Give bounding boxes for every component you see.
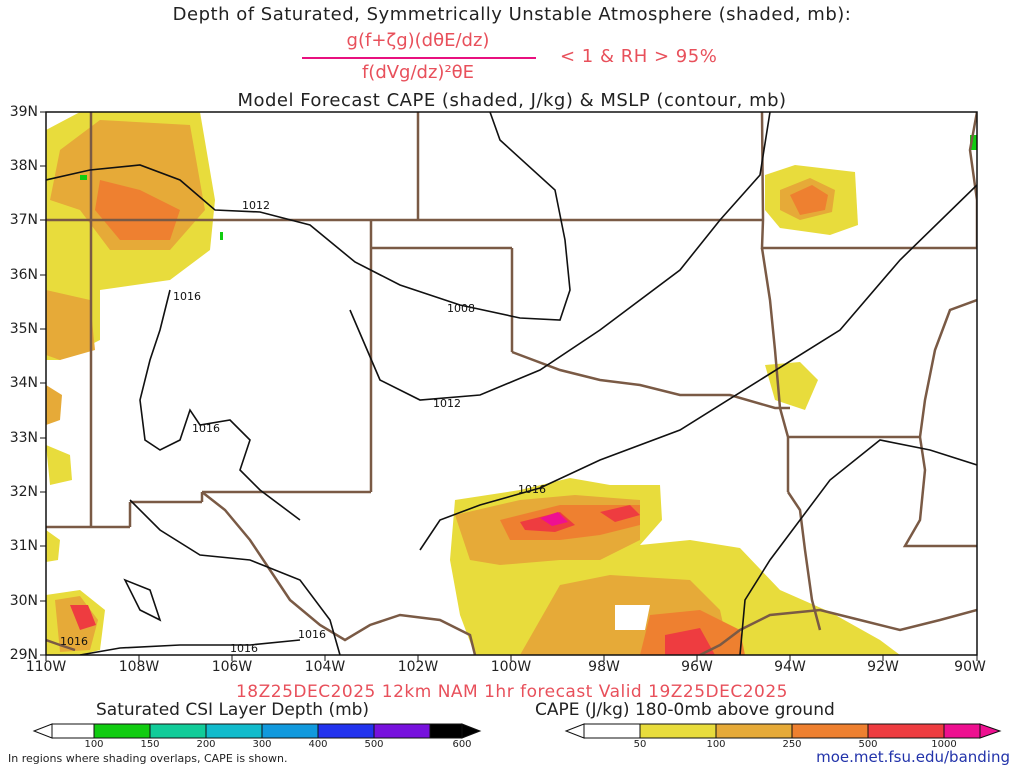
cape-region [70, 605, 96, 630]
cape-region [765, 362, 818, 410]
csi-tick-label: 150 [140, 739, 160, 750]
lat-label: 36N [9, 267, 38, 283]
contour-label: 1016 [173, 290, 201, 303]
cape-tick-label: 250 [782, 739, 802, 750]
contour-label: 1016 [60, 635, 88, 648]
lat-label: 31N [9, 538, 38, 554]
contour-label: 1016 [298, 628, 326, 641]
csi-tick-label: 200 [196, 739, 216, 750]
formula-condition: < 1 & RH > 95% [560, 46, 718, 67]
formula-denominator: f(dVg/dz)²θE [361, 62, 475, 83]
cape-tick-label: 500 [858, 739, 878, 750]
valid-time: 18Z25DEC2025 12km NAM 1hr forecast Valid… [235, 682, 788, 702]
cape-region [46, 445, 72, 485]
contour-label: 1012 [433, 397, 461, 410]
credit-link[interactable]: moe.met.fsu.edu/banding [816, 748, 1010, 766]
lat-label: 39N [9, 104, 38, 120]
cape-region [600, 505, 640, 522]
formula-fraction-bar [302, 57, 536, 59]
product-title: Depth of Saturated, Symmetrically Unstab… [172, 4, 852, 25]
lon-label: 94W [774, 659, 806, 675]
lat-label: 34N [9, 375, 38, 391]
contour-label: 1016 [230, 642, 258, 655]
lon-label: 108W [118, 659, 160, 675]
cape-shading [46, 112, 977, 655]
csi-region [80, 175, 87, 180]
lon-label: 90W [954, 659, 986, 675]
cape-region [665, 628, 715, 655]
lat-label: 29N [9, 647, 38, 663]
csi-colorbar [32, 723, 482, 739]
csi-tick-label: 100 [84, 739, 104, 750]
csi-legend-title: Saturated CSI Layer Depth (mb) [96, 700, 370, 720]
contour-label-layer: 1012 1016 1008 1012 1016 1016 1016 1016 … [60, 199, 546, 655]
state-borders [46, 112, 977, 655]
cape-region [790, 185, 828, 215]
lon-label: 104W [304, 659, 346, 675]
lon-label: 92W [867, 659, 899, 675]
lat-label: 38N [9, 158, 38, 174]
lon-label: 100W [490, 659, 532, 675]
cape-legend-title: CAPE (J/kg) 180-0mb above ground [535, 700, 835, 720]
contour-label: 1012 [242, 199, 270, 212]
lat-label: 32N [9, 484, 38, 500]
csi-region [220, 232, 223, 240]
csi-tick-label: 300 [252, 739, 272, 750]
contour-label: 1008 [447, 302, 475, 315]
lat-label: 30N [9, 593, 38, 609]
cape-region [46, 290, 95, 360]
cape-region [615, 605, 650, 630]
cape-tick-label: 100 [706, 739, 726, 750]
csi-tick-label: 600 [452, 739, 472, 750]
csi-tick-label: 400 [308, 739, 328, 750]
cape-region [46, 530, 60, 562]
cape-region [46, 385, 62, 425]
mslp-contours [46, 112, 977, 655]
cape-tick-label: 1000 [931, 739, 957, 750]
lon-label: 106W [211, 659, 253, 675]
formula-numerator: g(f+ζg)(dθE/dz) [346, 30, 490, 51]
contour-label: 1016 [192, 422, 220, 435]
csi-tick-label: 500 [364, 739, 384, 750]
cape-region [95, 180, 180, 240]
lon-label: 110W [25, 659, 67, 675]
lon-label: 96W [681, 659, 713, 675]
cape-colorbar [564, 723, 1002, 739]
lat-label: 33N [9, 430, 38, 446]
overlap-note: In regions where shading overlaps, CAPE … [8, 752, 288, 765]
contour-label: 1016 [518, 483, 546, 496]
axis-ticks [40, 111, 978, 661]
lon-label: 98W [588, 659, 620, 675]
lat-label: 37N [9, 212, 38, 228]
csi-region [970, 135, 977, 150]
lat-label: 35N [9, 321, 38, 337]
cape-region [540, 512, 568, 526]
cape-tick-label: 50 [633, 739, 647, 750]
lon-label: 102W [397, 659, 439, 675]
product-subtitle: Model Forecast CAPE (shaded, J/kg) & MSL… [237, 90, 787, 111]
